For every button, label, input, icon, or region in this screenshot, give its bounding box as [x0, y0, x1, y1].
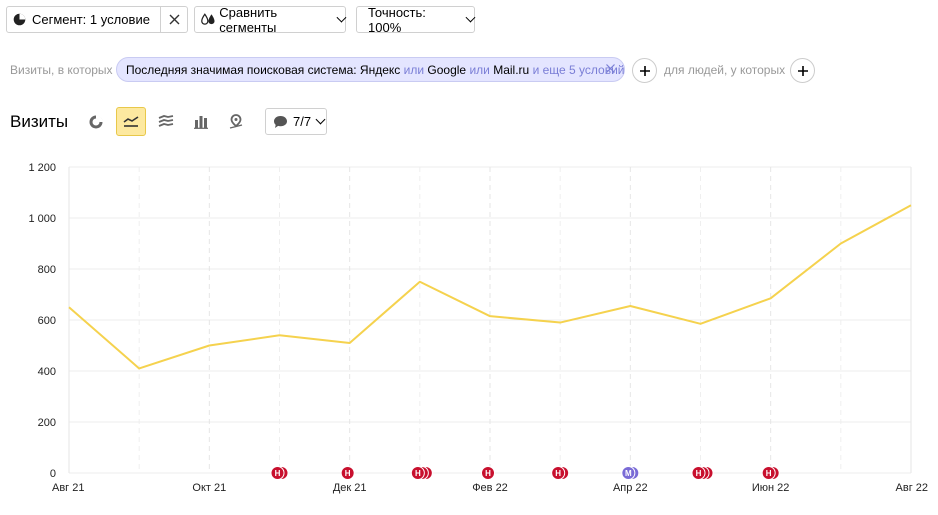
x-tick-label: Окт 21 [192, 482, 226, 494]
plus-icon [639, 65, 650, 76]
stacked-bar-icon [194, 115, 208, 129]
clear-segment-button[interactable] [161, 6, 188, 33]
condition-pill[interactable]: Последняя значимая поисковая система: Ян… [116, 57, 625, 82]
y-tick-label: 0 [50, 468, 56, 480]
note-marker-label: Н [485, 469, 491, 478]
close-icon [169, 14, 179, 25]
note-marker [340, 466, 355, 480]
visits-line-chart: 0 200 400 600 800 1 000 1 200 Авг 21 Окт 21 Дек 2… [28, 162, 928, 494]
condition-or: или [403, 62, 425, 77]
y-tick-label: 1 000 [28, 213, 56, 225]
line-chart-tool[interactable] [116, 107, 146, 136]
y-tick-label: 1 200 [28, 162, 56, 174]
note-marker [270, 466, 285, 480]
bar-chart-tool[interactable] [186, 107, 216, 136]
note-marker-label: Н [415, 469, 421, 478]
note-marker [481, 466, 495, 480]
note-marker-label: Н [275, 469, 281, 478]
note-marker [551, 466, 566, 480]
visits-series-line [68, 204, 912, 370]
add-user-condition-button[interactable] [790, 58, 815, 83]
condition-more: и еще 5 условий [532, 62, 625, 77]
condition-mailru: Mail.ru [493, 62, 530, 77]
area-chart-tool[interactable] [151, 107, 181, 136]
note-marker [761, 466, 776, 480]
note-marker [410, 466, 425, 480]
x-tick-label: Авг 21 [52, 482, 84, 494]
condition-or: или [469, 62, 490, 77]
x-tick-label: Фев 22 [472, 482, 508, 494]
note-marker-label: Н [766, 469, 772, 478]
segment-selector: Сегмент: 1 условие [6, 6, 188, 33]
chevron-down-icon [336, 12, 347, 23]
x-tick-label: Апр 22 [613, 482, 648, 494]
y-tick-label: 600 [38, 315, 56, 327]
x-tick-label: Июн 22 [752, 482, 790, 494]
drops-icon [201, 13, 215, 25]
add-condition-button[interactable] [632, 58, 657, 83]
condition-main: Последняя значимая поисковая система: Ян… [126, 62, 401, 77]
accuracy-label: Точность: 100% [368, 4, 426, 35]
segment-button[interactable]: Сегмент: 1 условие [6, 6, 161, 33]
compare-label: Сравнить сегменты [219, 4, 278, 35]
chevron-down-icon [315, 114, 326, 125]
close-icon[interactable] [605, 63, 616, 74]
notes-count: 7/7 [293, 114, 312, 129]
x-tick-label: Дек 21 [333, 482, 367, 494]
note-marker-label: М [625, 469, 632, 478]
note-marker-label: Н [696, 469, 702, 478]
pie-icon [13, 13, 26, 26]
map-chart-tool[interactable] [221, 107, 251, 136]
note-marker [691, 466, 706, 480]
note-marker-label: Н [555, 469, 561, 478]
y-tick-label: 200 [38, 417, 56, 429]
accuracy-button[interactable]: Точность: 100% [356, 4, 476, 35]
stacked-area-icon [158, 115, 174, 127]
y-tick-label: 400 [38, 366, 56, 378]
filter-prefix: Визиты, в которых [10, 63, 113, 77]
speech-bubble-icon [274, 115, 287, 128]
donut-icon [89, 114, 103, 128]
map-pin-icon [229, 114, 243, 129]
filter-suffix: для людей, у которых [664, 63, 786, 77]
chart-title: Визиты [10, 112, 69, 131]
y-tick-label: 800 [38, 264, 56, 276]
note-marker-label: Н [345, 469, 351, 478]
condition-google: Google [427, 62, 467, 77]
plus-icon [797, 65, 808, 76]
pie-chart-tool[interactable] [81, 107, 111, 136]
compare-segments-button[interactable]: Сравнить сегменты [194, 4, 347, 35]
note-marker [621, 466, 636, 480]
x-tick-label: Авг 22 [896, 482, 928, 494]
segment-label: Сегмент: 1 условие [32, 12, 150, 27]
notes-button[interactable]: 7/7 [265, 108, 327, 135]
line-chart-icon [123, 115, 139, 127]
chevron-down-icon [465, 12, 476, 23]
